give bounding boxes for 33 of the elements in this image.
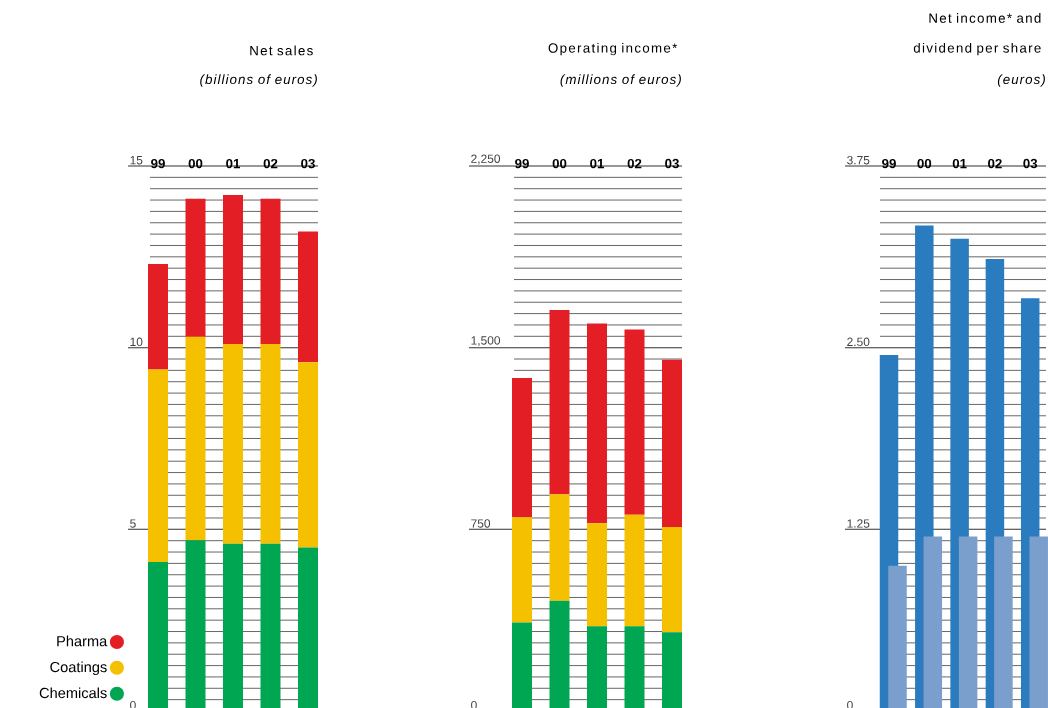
y-tick-label: 1.25 — [847, 519, 870, 528]
chart-subtitle: (euros) — [997, 74, 1045, 87]
y-tick-label: 750 — [471, 519, 491, 528]
x-tick-label: 03 — [301, 158, 315, 169]
chart-title: Operating income* — [548, 42, 678, 56]
x-tick-label: 99 — [882, 158, 896, 169]
chart-subtitle: (millions of euros) — [560, 74, 681, 87]
x-tick-label: 02 — [627, 158, 642, 169]
x-tick-label: 01 — [226, 158, 241, 169]
x-tick-label: 99 — [151, 158, 165, 169]
x-tick-label: 03 — [665, 158, 679, 169]
x-tick-label: 02 — [263, 158, 278, 169]
x-tick-label: 01 — [952, 158, 967, 169]
y-tick-label: 1,500 — [471, 336, 501, 347]
chart-subtitle: (billions of euros) — [200, 74, 317, 87]
x-tick-label: 01 — [590, 158, 605, 169]
legend-label: Coatings — [50, 661, 107, 676]
chart-title: Net sales — [250, 45, 313, 56]
legend-label: Chemicals — [39, 687, 107, 699]
x-tick-label: 99 — [515, 158, 529, 169]
y-tick-label: 15 — [130, 156, 143, 165]
x-tick-label: 00 — [917, 158, 932, 169]
y-tick-label: 2,250 — [471, 154, 501, 165]
x-tick-label: 02 — [988, 158, 1002, 169]
y-tick-label: 10 — [130, 337, 143, 347]
x-tick-label: 00 — [552, 158, 567, 169]
x-tick-label: 03 — [1023, 158, 1038, 169]
y-tick-label: 5 — [130, 519, 136, 528]
y-tick-label: 3.75 — [847, 155, 870, 165]
chart-title: Net income* and dividend per share — [913, 13, 1041, 56]
x-tick-label: 00 — [188, 158, 203, 169]
legend-label: Pharma — [57, 635, 108, 647]
y-tick-label: 2.50 — [847, 337, 870, 347]
